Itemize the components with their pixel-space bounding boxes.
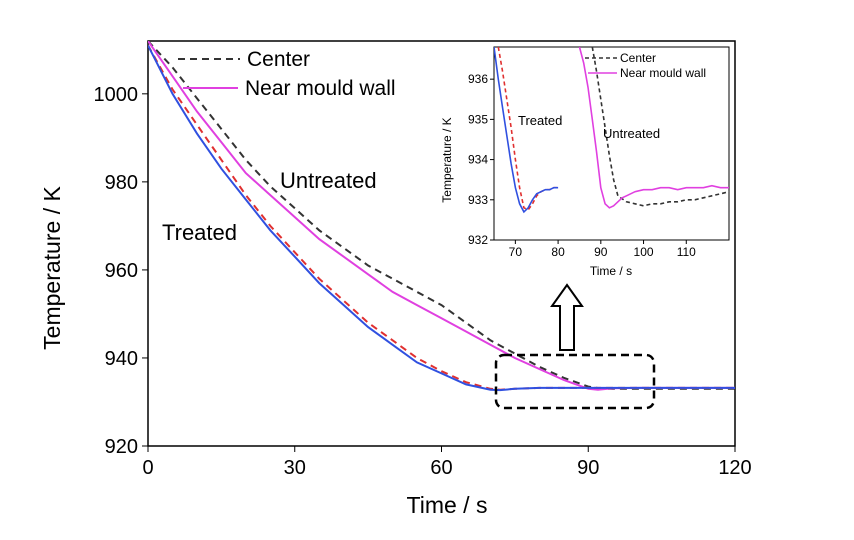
- legend-near-wall-label: Near mould wall: [245, 77, 396, 100]
- inset-annotation-untreated: Untreated: [603, 126, 660, 141]
- main-x-tick-label: 120: [718, 457, 751, 479]
- zoom-arrow-icon: [550, 283, 584, 351]
- main-series-0-line: [148, 41, 735, 390]
- inset-y-tick-label: 933: [468, 193, 488, 207]
- inset-series-group: [494, 47, 729, 214]
- main-y-tick-label: 980: [105, 172, 138, 194]
- y-axis-title: Temperature / K: [39, 186, 65, 350]
- x-axis-title: Time / s: [407, 492, 488, 518]
- inset-y-tick-label: 935: [468, 112, 488, 126]
- main-x-tick-label: 60: [430, 457, 452, 479]
- main-y-tick-label: 940: [105, 348, 138, 370]
- inset-x-tick-label: 100: [634, 245, 654, 259]
- inset-y-axis-title: Temperature / K: [440, 117, 454, 202]
- inset-series-1-line: [578, 47, 729, 209]
- inset-x-tick-label: 80: [551, 245, 565, 259]
- main-y-tick-label: 920: [105, 436, 138, 458]
- inset-plot: 70 80 90 100 110 932 933 934 935 936 Time / s Tem…: [440, 46, 730, 278]
- main-x-tick-label: 0: [142, 457, 153, 479]
- inset-x-tick-label: 90: [594, 245, 608, 259]
- annotation-treated: Treated: [162, 220, 237, 245]
- inset-y-tick-label: 934: [468, 153, 488, 167]
- main-series-1-line: [148, 41, 735, 391]
- zoom-region-box: [494, 353, 656, 410]
- main-series-3-line: [148, 44, 735, 392]
- main-legend: Center Near mould wall: [178, 48, 396, 100]
- annotation-untreated: Untreated: [280, 168, 377, 193]
- inset-x-tick-label: 110: [677, 245, 696, 259]
- main-x-tick-label: 90: [577, 457, 599, 479]
- inset-y-tick-label: 936: [468, 72, 488, 86]
- inset-legend-near-wall-label: Near mould wall: [620, 66, 706, 80]
- inset-x-tick-label: 70: [509, 245, 523, 259]
- main-y-tick-label: 1000: [94, 84, 139, 106]
- inset-plot-frame: [493, 46, 730, 241]
- main-x-tick-label: 30: [284, 457, 306, 479]
- inset-annotation-treated: Treated: [518, 113, 562, 128]
- inset-axes: 70 80 90 100 110 932 933 934 935 936: [468, 72, 696, 259]
- legend-center-label: Center: [247, 48, 310, 71]
- main-y-tick-label: 960: [105, 260, 138, 282]
- inset-legend: Center Near mould wall: [585, 51, 706, 80]
- inset-legend-center-label: Center: [620, 51, 656, 65]
- inset-y-tick-label: 932: [468, 233, 488, 247]
- inset-series-3-line: [494, 47, 559, 214]
- inset-x-axis-title: Time / s: [590, 264, 632, 278]
- main-axes: 0 30 60 90 120 920 940 960 980 1000: [94, 84, 752, 479]
- main-series-group: [148, 41, 735, 392]
- inset-series-0-line: [591, 47, 729, 207]
- inset-background: [494, 47, 729, 240]
- main-plot: 0 30 60 90 120 920 940 960 980 1000 Time / s Temp…: [39, 40, 752, 518]
